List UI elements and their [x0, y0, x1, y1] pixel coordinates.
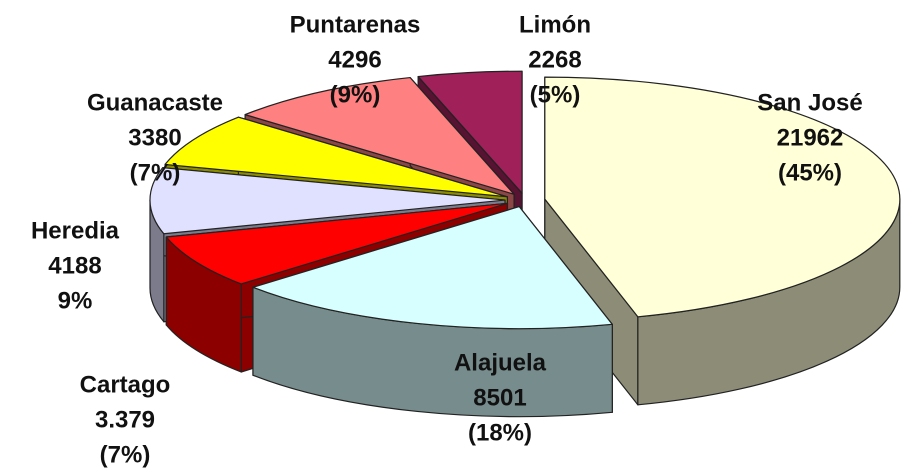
slice-percent-label: (7%): [130, 159, 181, 186]
slice-percent-label: (18%): [468, 419, 532, 446]
slice-label: Limón: [519, 11, 591, 38]
slice-value-label: 21962: [777, 124, 844, 151]
slice-top: [149, 167, 506, 235]
slice-percent-label: (45%): [778, 159, 842, 186]
slice-percent-label: (7%): [100, 441, 151, 468]
slice-label: Heredia: [31, 217, 120, 244]
slice: [544, 76, 901, 406]
slice-percent-label: (9%): [330, 81, 381, 108]
slice-value-label: 8501: [473, 384, 526, 411]
slice-value-label: 3.379: [95, 406, 155, 433]
slice-top: [417, 70, 523, 194]
slice-percent-label: (5%): [530, 81, 581, 108]
slice-top: [244, 76, 515, 195]
slice-label: Cartago: [80, 371, 171, 398]
slice-top: [165, 202, 509, 285]
slice-label: Puntarenas: [290, 11, 421, 38]
slice-top: [252, 205, 613, 330]
slice-value-label: 4296: [328, 46, 381, 73]
slice-percent-label: 9%: [58, 287, 93, 314]
slice-label: Alajuela: [454, 349, 547, 376]
slice-top: [544, 76, 901, 318]
slice-label: San José: [757, 89, 862, 116]
slice-label: Guanacaste: [87, 89, 223, 116]
slice-value-label: 2268: [528, 46, 581, 73]
slice: [252, 205, 613, 418]
slice-value-label: 3380: [128, 124, 181, 151]
slice-value-label: 4188: [48, 252, 101, 279]
slice-top: [164, 116, 508, 198]
